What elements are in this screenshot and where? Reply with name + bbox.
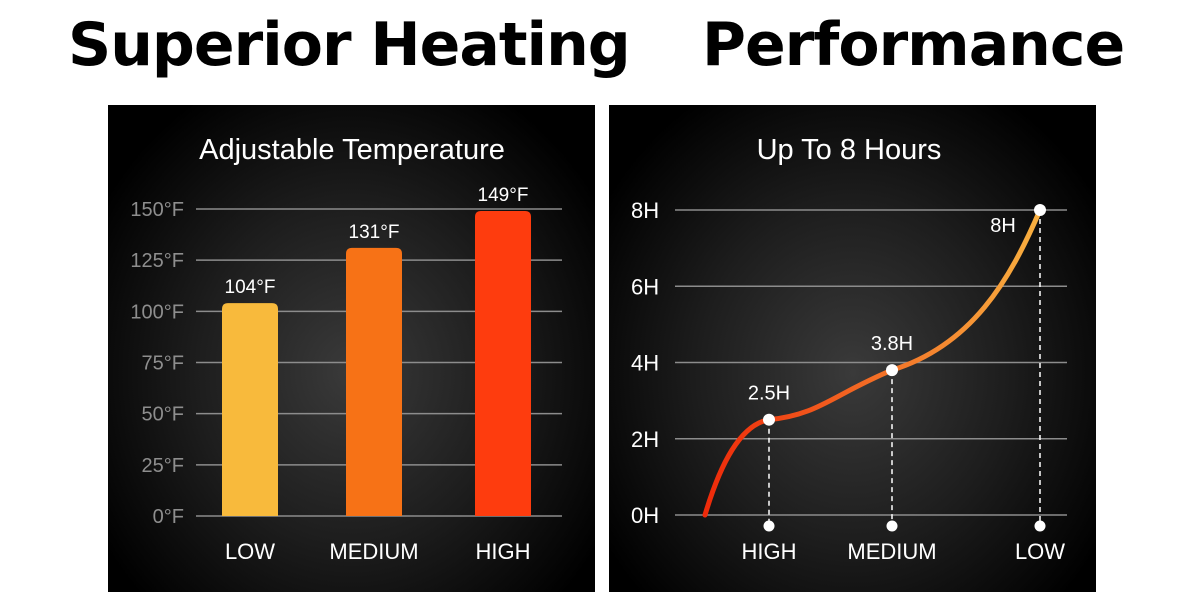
x-tick-label: LOW: [225, 539, 275, 564]
y-tick-label: 0H: [631, 503, 659, 528]
data-label: 149°F: [478, 185, 529, 206]
y-tick-label: 25°F: [142, 455, 184, 477]
y-tick-label: 100°F: [130, 301, 184, 323]
data-label: 131°F: [349, 222, 400, 243]
y-tick-label: 8H: [631, 198, 659, 223]
y-tick-label: 0°F: [153, 506, 184, 528]
data-point: [1034, 204, 1046, 216]
x-tick-label: LOW: [1015, 539, 1065, 564]
y-tick-label: 125°F: [130, 250, 184, 272]
headline-right: Performance: [702, 10, 1125, 80]
y-tick-label: 6H: [631, 274, 659, 299]
temperature-chart: Adjustable Temperature 0°F 25°F 50°F 75°F 10…: [130, 134, 562, 564]
bar-high: [475, 211, 531, 516]
y-tick-label: 75°F: [142, 353, 184, 375]
bar-medium: [346, 247, 402, 517]
hours-chart-title: Up To 8 Hours: [757, 134, 942, 166]
data-label: 3.8H: [871, 333, 913, 355]
y-tick-label: 50°F: [142, 404, 184, 426]
x-tick-label: HIGH: [742, 539, 797, 564]
data-label: 104°F: [225, 277, 276, 298]
data-point: [886, 364, 898, 377]
y-tick-label: 4H: [631, 351, 659, 376]
data-label: 2.5H: [748, 383, 790, 405]
y-tick-label: 150°F: [130, 199, 184, 221]
x-axis-marker: [1034, 520, 1046, 532]
data-label: 8H: [990, 215, 1016, 237]
x-tick-label: MEDIUM: [329, 539, 418, 564]
y-tick-label: 2H: [631, 427, 659, 452]
hours-chart: Up To 8 Hours 0H 2H 4H 6H 8H 2.5H HIGH 3.8H MEDI…: [631, 134, 1067, 564]
series-line: [702, 207, 1043, 518]
x-axis-marker: [886, 520, 898, 532]
x-tick-label: HIGH: [476, 539, 531, 564]
data-point: [763, 413, 775, 426]
hours-chart-panel: Up To 8 Hours 0H 2H 4H 6H 8H 2.5H HIGH 3.8H MEDI…: [609, 105, 1096, 592]
bar-low: [222, 303, 278, 516]
temperature-chart-panel: Adjustable Temperature 0°F 25°F 50°F 75°F 10…: [108, 105, 595, 592]
x-axis-marker: [763, 520, 775, 532]
x-tick-label: MEDIUM: [847, 539, 936, 564]
temperature-chart-title: Adjustable Temperature: [199, 134, 505, 166]
headline-left: Superior Heating: [68, 10, 631, 80]
